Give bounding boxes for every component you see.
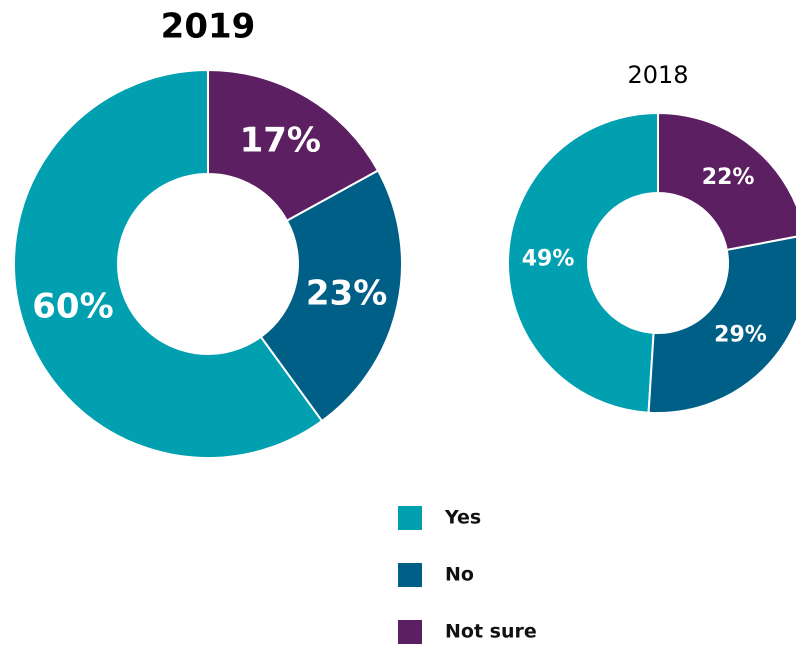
slice-label: 23%	[306, 273, 387, 313]
slice-label: 49%	[522, 247, 575, 272]
donut-slice	[507, 111, 659, 414]
chart-title: 2018	[627, 61, 688, 89]
slice-label: 17%	[240, 120, 321, 160]
legend-swatch	[398, 620, 422, 644]
donut-slice	[657, 111, 796, 252]
slice-label: 60%	[32, 286, 113, 326]
donut-slice	[207, 68, 380, 222]
donut-slice	[647, 235, 796, 414]
legend-label: Not sure	[445, 621, 537, 643]
legend-swatch	[398, 563, 422, 587]
slice-label: 29%	[714, 323, 767, 348]
legend-label: No	[445, 564, 474, 586]
legend-label: Yes	[444, 507, 481, 529]
donut-slice	[259, 169, 403, 423]
donut-slice	[13, 68, 324, 459]
chart-title: 2019	[161, 7, 256, 47]
legend-swatch	[398, 506, 422, 530]
slice-label: 22%	[702, 165, 755, 190]
